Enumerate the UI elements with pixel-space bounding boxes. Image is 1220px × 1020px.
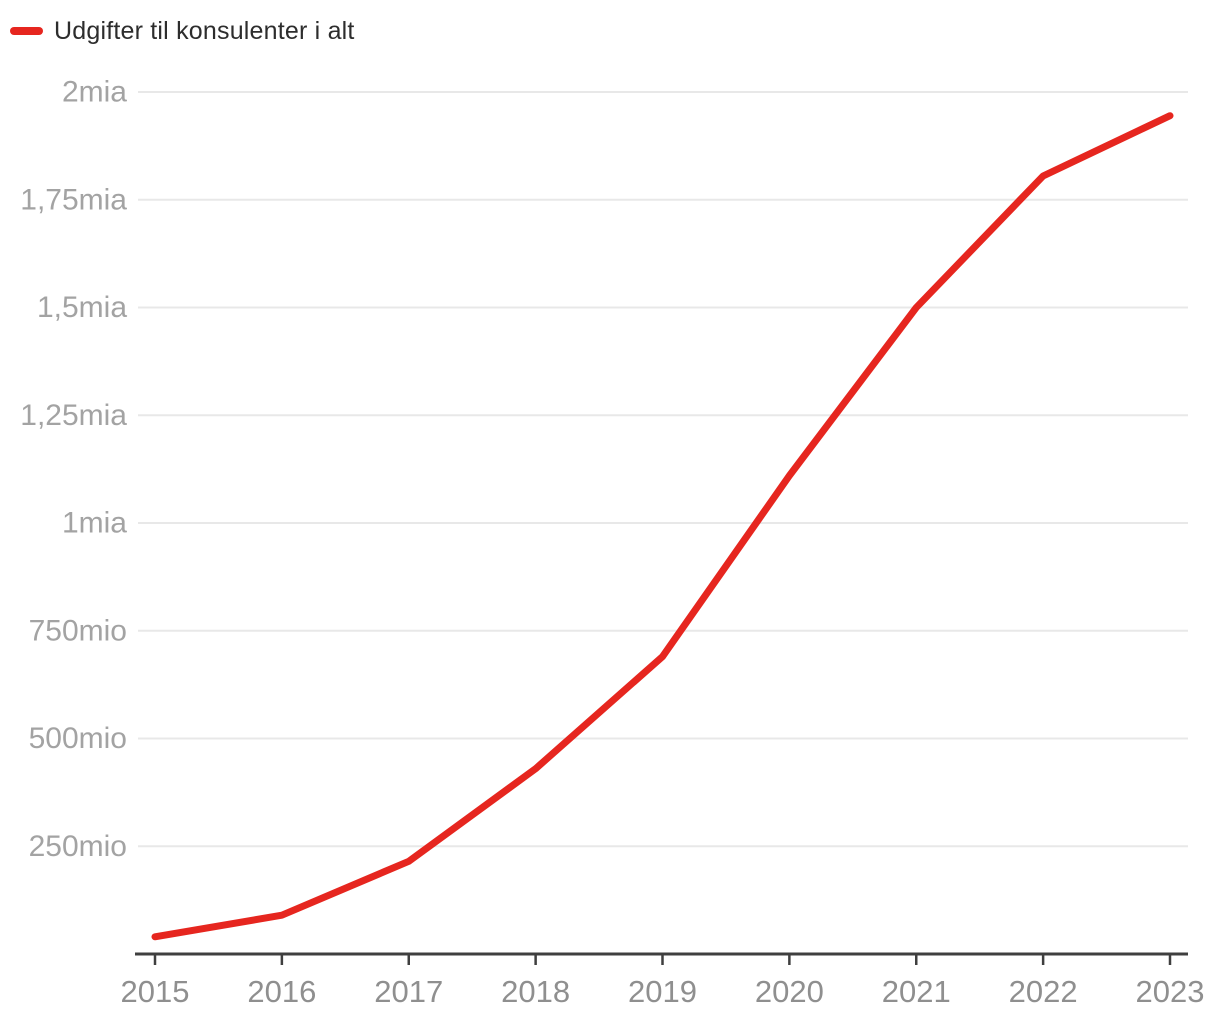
x-axis-tick-label: 2021 — [882, 974, 951, 1009]
data-line-series — [151, 112, 1174, 941]
y-axis-tick-label: 750mio — [29, 614, 127, 647]
y-axis-tick-label: 1,75mia — [20, 183, 127, 216]
x-axis-tick-label: 2017 — [374, 974, 443, 1009]
y-axis-tick-label: 2mia — [62, 76, 127, 109]
x-axis-tick-label: 2018 — [501, 974, 570, 1009]
x-axis-tick-label: 2022 — [1009, 974, 1078, 1009]
legend-line-swatch-icon — [10, 27, 43, 35]
y-axis-tick-label: 250mio — [29, 830, 127, 863]
x-axis-tick-label: 2023 — [1136, 974, 1205, 1009]
y-axis-tick-label: 1mia — [62, 507, 127, 540]
x-axis-tick-label: 2019 — [628, 974, 697, 1009]
x-axis-tick-label: 2016 — [247, 974, 316, 1009]
legend-label: Udgifter til konsulenter i alt — [54, 17, 355, 45]
y-axis-tick-label: 1,25mia — [20, 399, 127, 432]
x-axis-tick-label: 2020 — [755, 974, 824, 1009]
x-axis-tick-label: 2015 — [121, 974, 190, 1009]
y-axis-tick-label: 500mio — [29, 722, 127, 755]
y-axis-tick-label: 1,5mia — [37, 291, 127, 324]
legend-item[interactable]: Udgifter til konsulenter i alt — [10, 16, 355, 46]
